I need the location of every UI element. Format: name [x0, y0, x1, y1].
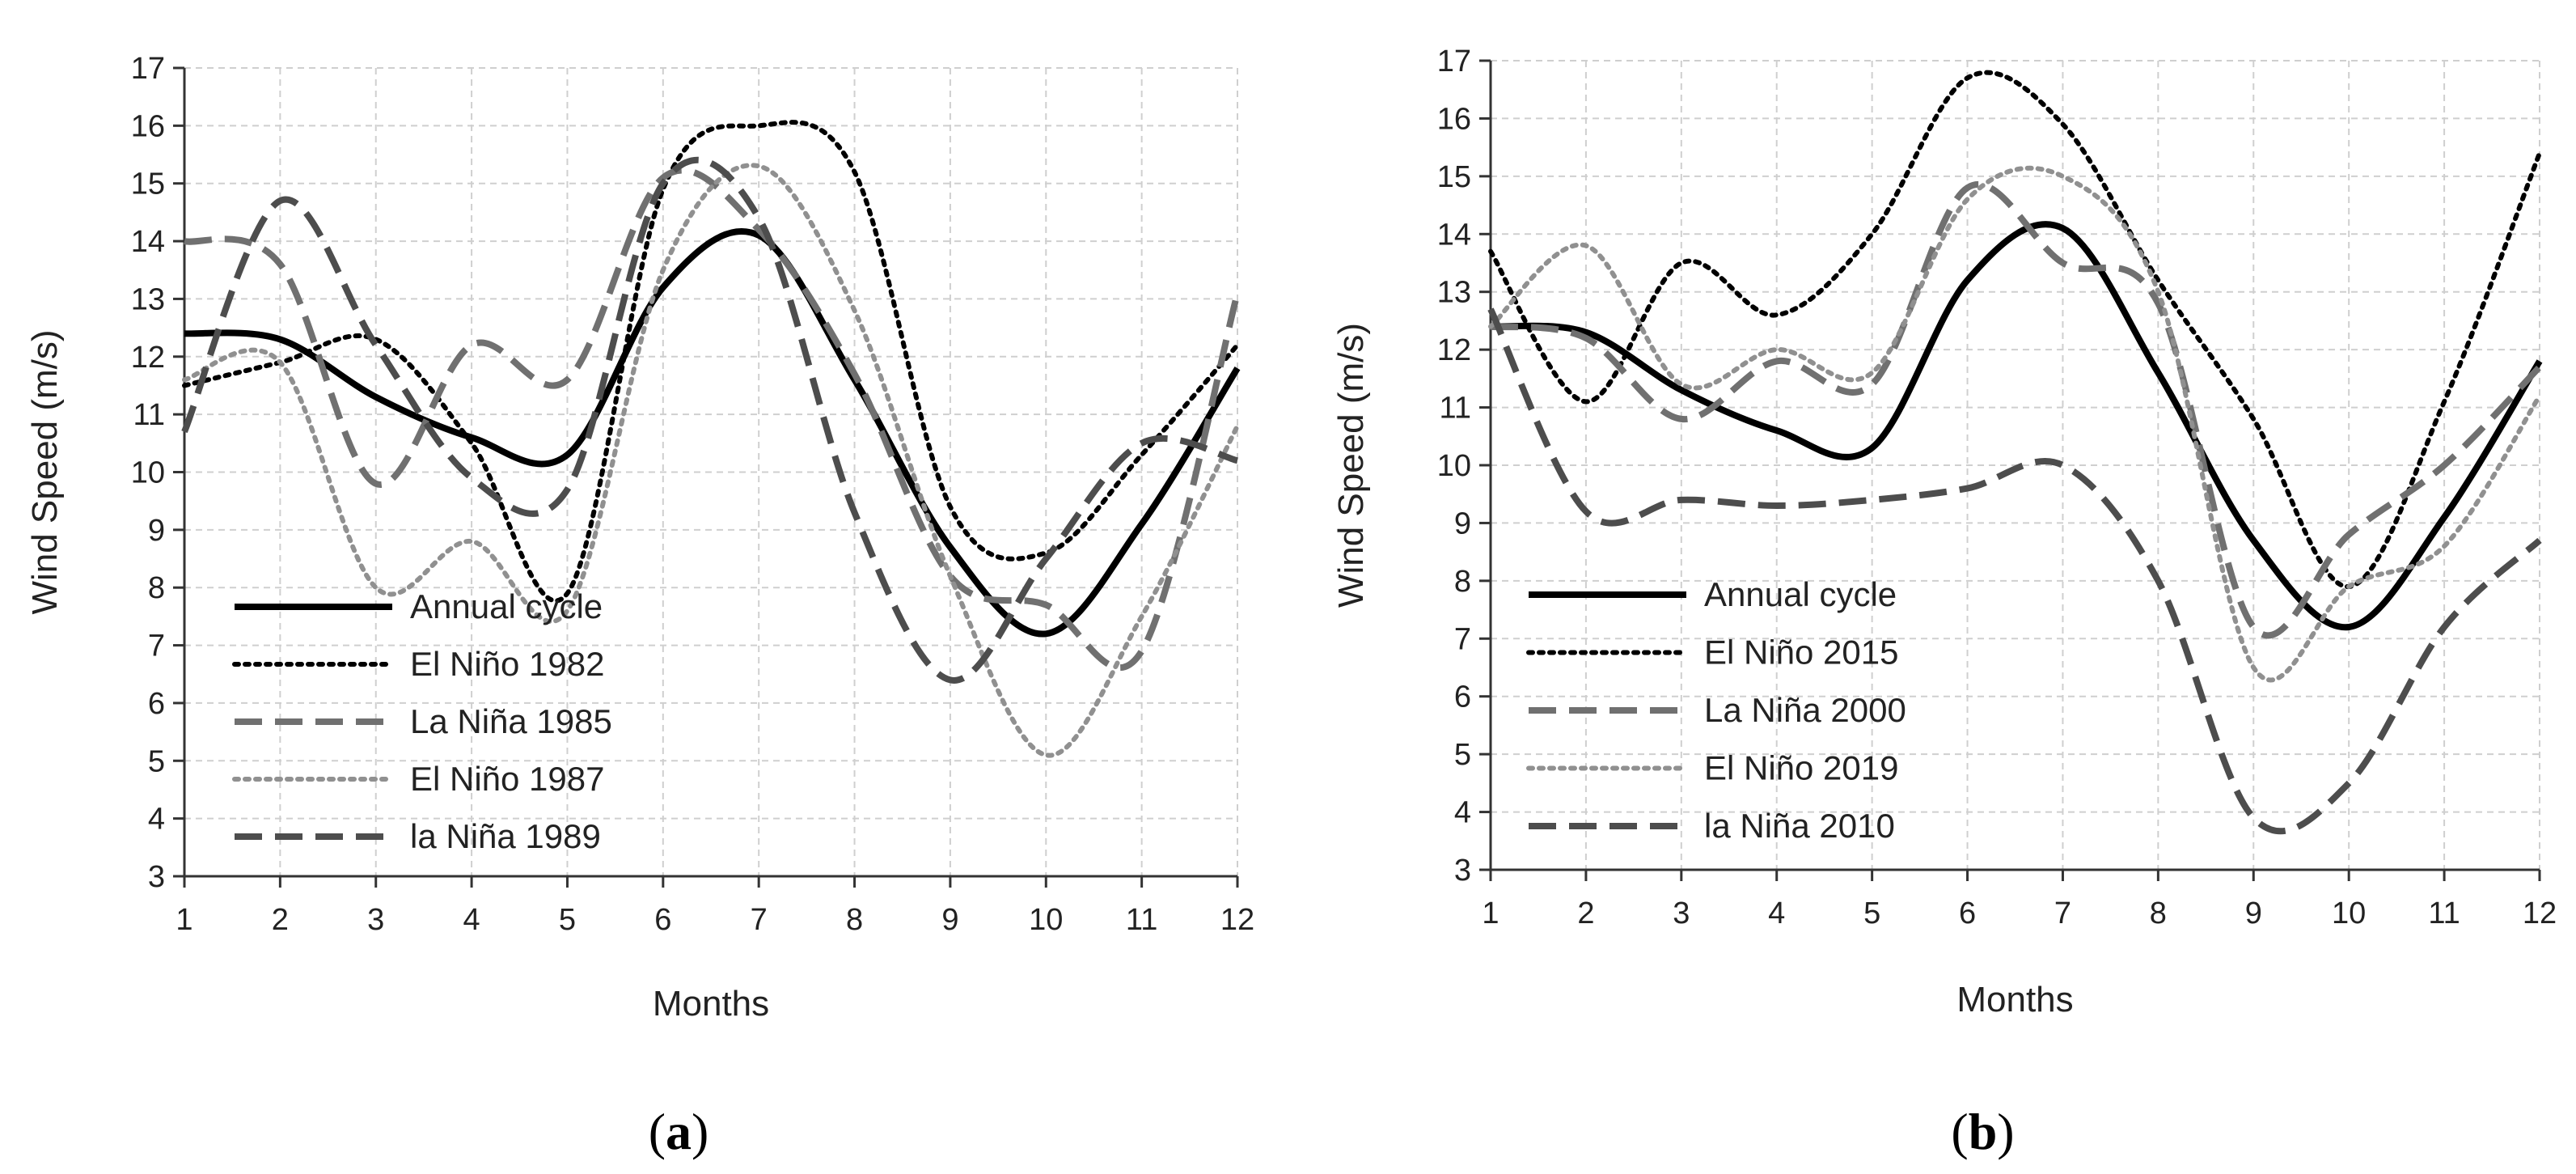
x-tick-label: 4 [1768, 896, 1785, 930]
series-line-1 [184, 228, 1241, 638]
x-tick-label: 5 [1863, 896, 1880, 930]
gridlines [1490, 60, 2540, 871]
series-line-3 [1490, 181, 2542, 639]
legend-label-5: la Niña 2010 [1704, 807, 1895, 845]
series-line-3 [184, 167, 1241, 672]
series-group [181, 120, 1241, 758]
x-tick-label: 8 [846, 903, 863, 937]
x-axis-title: Months [1956, 980, 2073, 1019]
series-line-1 [1490, 221, 2543, 631]
x-tick-label: 2 [1577, 896, 1594, 930]
y-tick-label: 13 [1437, 276, 1471, 310]
y-tick-label: 5 [148, 744, 165, 778]
series-line-5 [1487, 307, 2542, 835]
panel-label: (b) [1951, 1103, 2014, 1160]
y-tick-label: 16 [1437, 102, 1471, 136]
y-tick-label: 16 [131, 109, 165, 143]
y-tick-label: 3 [148, 860, 165, 894]
y-axis-title: Wind Speed (m/s) [25, 329, 65, 614]
x-tick-label: 9 [941, 903, 958, 937]
series-line-5 [181, 156, 1238, 684]
legend-label-3: La Niña 2000 [1704, 691, 1906, 729]
legend: Annual cycle El Niño 2015 La Niña 2000 El N… [1526, 575, 1906, 845]
series-line-2 [1488, 70, 2542, 589]
series-group [1487, 70, 2543, 835]
legend-label-4: El Niño 1987 [410, 760, 605, 798]
y-tick-label: 11 [1440, 392, 1471, 426]
y-tick-label: 7 [1454, 622, 1471, 656]
legend-label-2: El Niño 1982 [410, 645, 605, 683]
y-tick-label: 13 [131, 282, 165, 316]
series-line-4 [182, 163, 1240, 758]
legend-label-4: El Niño 2019 [1704, 749, 1899, 787]
y-tick-label: 5 [1454, 738, 1471, 772]
y-tick-label: 7 [148, 629, 165, 663]
y-tick-label: 3 [1454, 854, 1471, 888]
x-tick-label: 1 [1482, 896, 1499, 930]
y-tick-label: 10 [131, 456, 165, 490]
y-tick-label: 17 [1437, 45, 1471, 78]
y-tick-label: 8 [1454, 565, 1471, 599]
y-tick-label: 12 [1437, 333, 1471, 367]
y-tick-label: 11 [133, 398, 165, 432]
y-tick-label: 14 [131, 225, 165, 259]
x-tick-label: 7 [751, 903, 768, 937]
y-tick-label: 10 [1437, 449, 1471, 483]
panel-label: (a) [649, 1103, 709, 1160]
legend-label-3: La Niña 1985 [410, 702, 612, 740]
x-tick-label: 10 [2332, 896, 2366, 930]
series-line-2 [182, 120, 1240, 604]
y-tick-label: 15 [131, 167, 165, 201]
x-tick-label: 9 [2245, 896, 2262, 930]
y-tick-label: 8 [148, 571, 165, 605]
x-tick-label: 11 [1126, 903, 1157, 937]
x-tick-label: 3 [367, 903, 384, 937]
x-tick-label: 7 [2054, 896, 2071, 930]
x-tick-label: 12 [2523, 896, 2557, 930]
x-tick-label: 1 [176, 903, 192, 937]
y-tick-label: 4 [1454, 796, 1471, 830]
x-tick-label: 12 [1220, 903, 1254, 937]
x-tick-label: 11 [2428, 896, 2460, 930]
y-tick-label: 4 [148, 803, 165, 837]
y-tick-label: 15 [1437, 160, 1471, 194]
legend-label-1: Annual cycle [410, 587, 603, 625]
x-tick-label: 6 [654, 903, 671, 937]
x-tick-label: 2 [272, 903, 289, 937]
x-tick-label: 4 [463, 903, 480, 937]
y-tick-label: 9 [1454, 506, 1471, 540]
y-tick-label: 17 [131, 52, 165, 86]
y-tick-label: 9 [148, 514, 165, 548]
y-tick-label: 6 [148, 687, 165, 721]
x-tick-label: 10 [1029, 903, 1063, 937]
legend: Annual cycle El Niño 1982 La Niña 1985 El N… [232, 587, 612, 855]
x-tick-label: 3 [1673, 896, 1690, 930]
y-tick-label: 6 [1454, 680, 1471, 714]
legend-label-1: Annual cycle [1704, 575, 1897, 613]
y-tick-label: 14 [1437, 218, 1471, 252]
legend-label-2: El Niño 2015 [1704, 634, 1899, 672]
series-line-4 [1488, 165, 2542, 683]
x-tick-label: 8 [2150, 896, 2167, 930]
y-axis-title: Wind Speed (m/s) [1331, 323, 1371, 608]
x-tick-label: 6 [1959, 896, 1976, 930]
x-tick-label: 5 [559, 903, 576, 937]
legend-label-5: la Niña 1989 [410, 817, 601, 855]
y-tick-label: 12 [131, 341, 165, 375]
x-axis-title: Months [653, 984, 769, 1024]
